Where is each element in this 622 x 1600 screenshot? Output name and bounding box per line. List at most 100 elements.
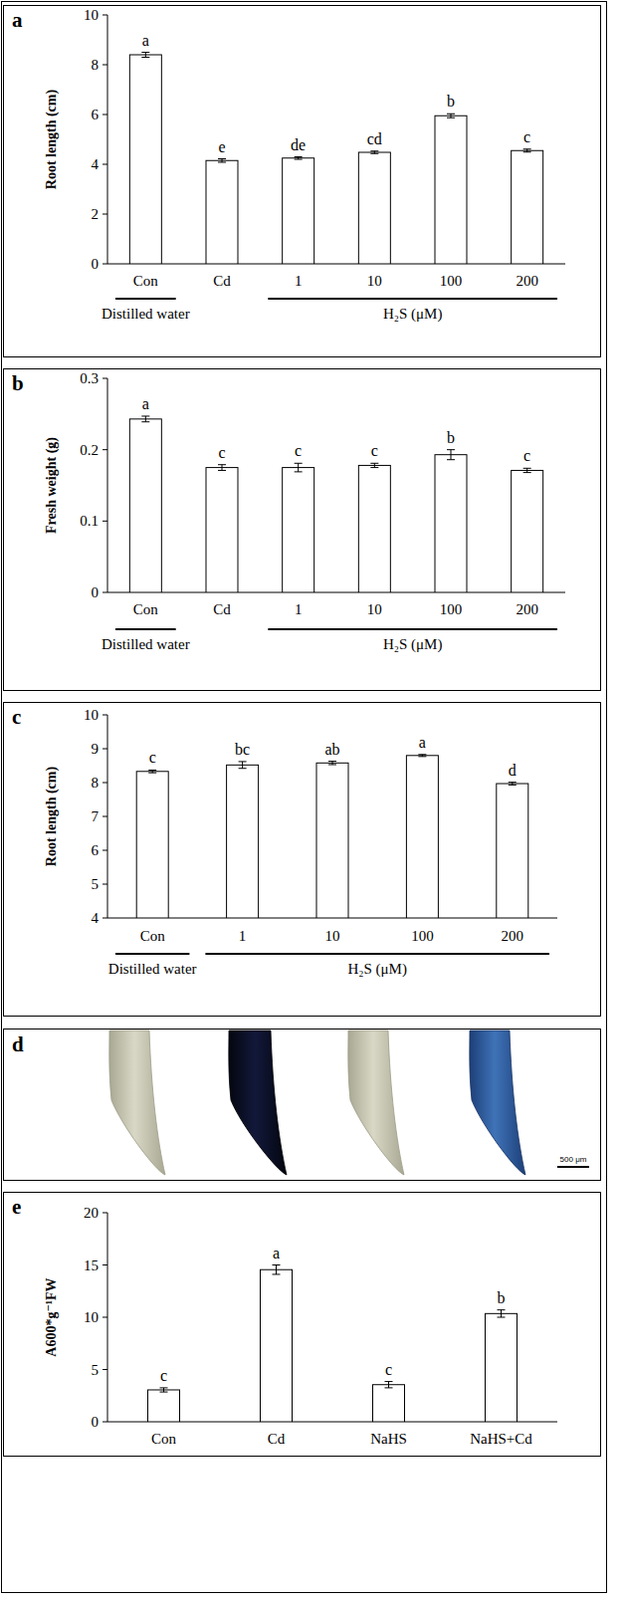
error-stem (145, 415, 147, 422)
significance-letter: b (446, 92, 455, 110)
error-cap (417, 753, 426, 755)
root-image (469, 1030, 526, 1175)
y-tick-label: 4 (91, 909, 100, 926)
significance-letter: c (523, 446, 531, 464)
error-stem (221, 464, 223, 471)
bars (136, 754, 529, 918)
group-label: H₂S (μM) (383, 305, 443, 323)
bar (358, 152, 391, 264)
error-cap (446, 458, 455, 460)
error-bar (294, 462, 303, 472)
x-tick-label: 200 (501, 927, 525, 944)
error-bar (523, 149, 532, 153)
bar (485, 1312, 518, 1422)
y-tick (102, 64, 108, 66)
significance-letter: cd (367, 130, 383, 148)
x-tick-label: Cd (212, 272, 231, 289)
figure: a0246810Root length (cm)aConeCdde1cd10b1… (0, 0, 622, 1600)
y-tick (102, 1368, 108, 1370)
error-cap (523, 471, 532, 473)
y-tick-label: 0.3 (79, 370, 99, 387)
error-bar (508, 782, 517, 786)
error-bar (328, 761, 337, 765)
panel-letter: b (11, 371, 24, 396)
x-tick-label: 1 (294, 272, 303, 289)
y-tick-label: 7 (91, 808, 100, 825)
group-line (267, 627, 558, 630)
significance-letter: a (142, 31, 150, 49)
x-tick-label: Cd (267, 1430, 286, 1447)
y-tick-label: 9 (91, 740, 100, 757)
error-bar (160, 1387, 169, 1392)
bar (282, 467, 315, 593)
y-tick (102, 520, 108, 522)
panel-letter: a (11, 7, 23, 32)
x-tick-label: 100 (439, 272, 463, 289)
root-image (348, 1030, 405, 1175)
error-cap (497, 1316, 506, 1318)
error-stem (332, 761, 334, 765)
error-cap (148, 772, 157, 774)
group-line (115, 627, 177, 630)
error-bar (148, 769, 157, 773)
bar (511, 469, 544, 593)
group-line (205, 952, 550, 955)
y-tick-label: 6 (91, 106, 100, 123)
x-tick-label: 200 (515, 272, 539, 289)
error-cap (385, 1386, 394, 1388)
bars (129, 52, 543, 265)
error-cap (523, 151, 532, 153)
x-tick-label: Con (151, 1430, 178, 1447)
panel-frame (3, 369, 602, 691)
group-line (115, 952, 190, 955)
bar (406, 755, 438, 918)
error-stem (388, 1381, 390, 1388)
error-bar (141, 415, 150, 422)
error-cap (294, 159, 303, 161)
error-cap (294, 462, 303, 464)
y-tick (102, 782, 108, 784)
error-bar (446, 113, 455, 118)
bar (260, 1268, 293, 1422)
y-tick-label: 6 (91, 841, 100, 858)
significance-letter: c (523, 128, 531, 146)
error-bar (523, 467, 532, 472)
x-tick-label: 200 (515, 601, 539, 618)
significance-letter: e (217, 138, 225, 156)
significance-letter: a (142, 395, 150, 413)
error-cap (328, 763, 337, 765)
panel: a0246810Root length (cm)aConeCdde1cd10b1… (3, 5, 602, 358)
y-tick (102, 883, 108, 885)
error-cap (272, 1263, 281, 1265)
error-cap (217, 463, 226, 465)
error-bar (294, 157, 303, 161)
group-label: Distilled water (101, 635, 191, 652)
y-tick-label: 4 (91, 156, 100, 173)
error-cap (497, 1308, 506, 1310)
y-tick-label: 0.2 (79, 441, 99, 458)
x-tick-label: Cd (212, 601, 231, 618)
bar (206, 467, 238, 593)
group-label: H₂S (μM) (383, 635, 443, 653)
bar (148, 1389, 181, 1422)
y-tick-label: 0 (91, 1413, 100, 1430)
root-image (109, 1030, 166, 1175)
y-tick (102, 816, 108, 818)
significance-letter: a (272, 1244, 280, 1261)
significance-letter: c (160, 1366, 168, 1384)
y-axis-title: Root length (cm) (43, 766, 60, 867)
y-tick-label: 0 (91, 255, 100, 272)
error-cap (160, 1386, 169, 1388)
panel-letter: e (11, 1194, 21, 1219)
y-tick (102, 592, 108, 594)
x-tick-label: 10 (367, 272, 383, 289)
y-tick (102, 714, 108, 716)
error-cap (141, 420, 150, 422)
error-cap (385, 1380, 394, 1382)
y-tick (102, 1212, 108, 1214)
x-tick-label: 10 (325, 927, 341, 944)
y-tick-label: 20 (83, 1204, 99, 1221)
y-tick (102, 849, 108, 851)
panel: e05101520A600*g⁻¹FWcConaCdcNaHSbNaHS+Cd (3, 1192, 602, 1456)
x-tick-label: 1 (238, 927, 247, 944)
